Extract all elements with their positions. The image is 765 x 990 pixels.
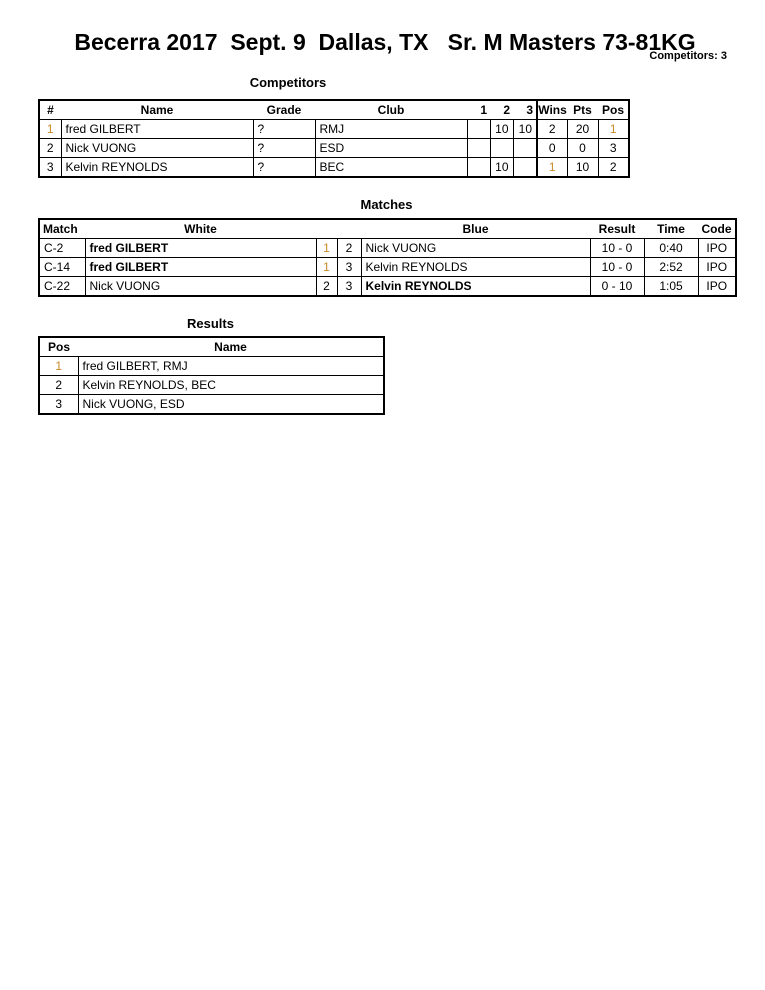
col-num: # [39,100,61,120]
white-competitor: Nick VUONG [84,276,317,296]
competitor-grade: ? [252,157,316,177]
match-id: C-22 [39,276,86,296]
matches-table: Match White Blue Result Time Code C-2 fre… [38,218,737,297]
blue-number: 3 [336,276,362,296]
competitor-points: 0 [566,138,599,158]
match-code: IPO [697,238,737,258]
table-row: C-2 fred GILBERT 1 2 Nick VUONG 10 - 0 0:40 IPO [39,238,737,258]
match-time: 1:05 [643,276,699,296]
competitor-grade: ? [252,119,316,139]
competitor-wins: 0 [536,138,568,158]
col-match: Match [39,219,85,239]
blue-competitor: Nick VUONG [360,238,591,258]
col-3: 3 [513,100,537,120]
blue-competitor: Kelvin REYNOLDS [360,276,591,296]
col-pos: Pos [598,100,629,120]
result-position: 1 [39,356,79,376]
blue-number: 3 [336,257,362,277]
match-time: 0:40 [643,238,699,258]
blue-competitor: Kelvin REYNOLDS [360,257,591,277]
table-row: 1 fred GILBERT? RMJ 10 10 2 20 1 [39,119,630,139]
table-row: C-22 Nick VUONG 2 3 Kelvin REYNOLDS 0 - 10 1:0… [39,276,737,296]
competitors-heading: Competitors [249,75,327,90]
col-time: Time [644,219,698,239]
score-vs-3: 10 [512,119,538,139]
competitor-name: Nick VUONG [60,138,254,158]
competitor-club: ESD [314,138,468,158]
competitor-club: BEC [314,157,468,177]
match-result: 0 - 10 [589,276,645,296]
col-pts: Pts [567,100,598,120]
col-2: 2 [490,100,513,120]
col-pos: Pos [39,337,78,357]
match-code: IPO [697,276,737,296]
col-code: Code [698,219,736,239]
result-name: Nick VUONG, ESD [77,394,385,414]
competitor-wins: 2 [536,119,568,139]
col-name: Name [61,100,253,120]
score-vs-2 [489,138,514,158]
competitors-count: Competitors: 3 [649,50,727,62]
col-result: Result [590,219,644,239]
table-row: 1 fred GILBERT, RMJ [39,356,385,376]
competitor-name: fred GILBERT [60,119,254,139]
page-title: Becerra 2017 Sept. 9 Dallas, TX Sr. M Ma… [74,29,696,55]
white-number: 1 [315,257,338,277]
col-club: Club [315,100,467,120]
competitor-grade: ? [252,138,316,158]
competitor-club: RMJ [314,119,468,139]
white-number: 1 [315,238,338,258]
match-time: 2:52 [643,257,699,277]
blue-number: 2 [336,238,362,258]
table-row: 3 Nick VUONG, ESD [39,394,385,414]
match-id: C-2 [39,238,86,258]
table-row: 2 Kelvin REYNOLDS, BEC [39,375,385,395]
table-row: 3 Kelvin REYNOLDS? BEC 10 1 10 2 [39,157,630,177]
result-name: Kelvin REYNOLDS, BEC [77,375,385,395]
score-vs-2: 10 [489,157,514,177]
col-white: White [85,219,316,239]
col-1: 1 [467,100,490,120]
results-table: Pos Name 1 fred GILBERT, RMJ 2 Kelvin REYNO… [38,336,385,415]
col-name: Name [78,337,384,357]
result-position: 3 [39,394,79,414]
score-vs-1 [466,157,491,177]
competitor-position: 2 [597,157,630,177]
table-row: 2 Nick VUONG? ESD 0 0 3 [39,138,630,158]
competitors-table: # Name Grade Club 1 2 3 Wins Pts Pos 1 fr… [38,99,630,178]
score-vs-1 [466,119,491,139]
competitor-number: 1 [39,119,62,139]
competitor-position: 1 [597,119,630,139]
white-number: 2 [315,276,338,296]
match-code: IPO [697,257,737,277]
match-id: C-14 [39,257,86,277]
competitor-position: 3 [597,138,630,158]
score-vs-3 [512,157,538,177]
col-grade: Grade [253,100,315,120]
result-name: fred GILBERT, RMJ [77,356,385,376]
competitor-points: 10 [566,157,599,177]
competitor-name: Kelvin REYNOLDS [60,157,254,177]
competitor-number: 3 [39,157,62,177]
score-vs-3 [512,138,538,158]
result-position: 2 [39,375,79,395]
results-heading: Results [187,316,234,331]
competitor-number: 2 [39,138,62,158]
competitor-points: 20 [566,119,599,139]
score-vs-1 [466,138,491,158]
col-blue: Blue [361,219,590,239]
white-competitor: fred GILBERT [84,238,317,258]
score-vs-2: 10 [489,119,514,139]
matches-heading: Matches [360,197,413,212]
white-competitor: fred GILBERT [84,257,317,277]
match-result: 10 - 0 [589,257,645,277]
competitor-wins: 1 [536,157,568,177]
match-result: 10 - 0 [589,238,645,258]
col-wins: Wins [536,100,567,120]
